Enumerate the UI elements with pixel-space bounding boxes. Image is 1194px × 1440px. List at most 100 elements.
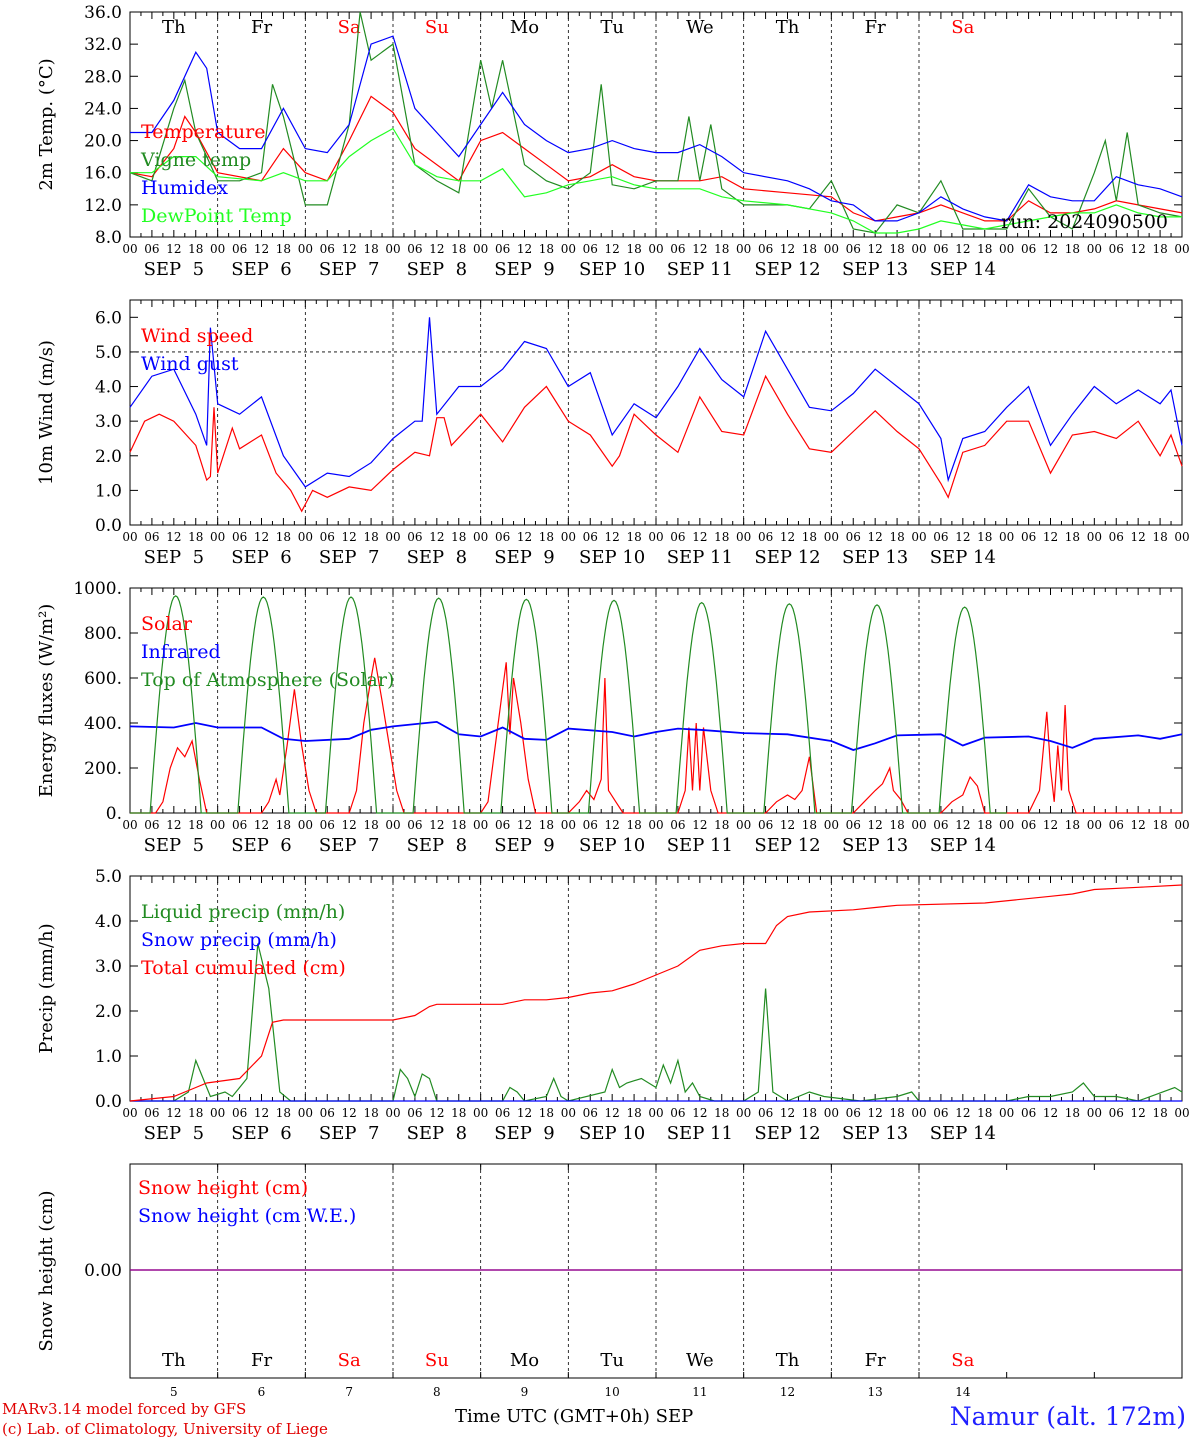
hour-tick-label: 12 [1131,1106,1146,1120]
date-label: SEP 5 [144,547,204,568]
day-name: Fr [865,17,886,38]
hour-tick-label: 00 [999,242,1014,256]
hour-tick-label: 18 [626,1106,641,1120]
y-axis-label: 10m Wind (m/s) [36,340,57,485]
hour-tick-label: 18 [451,1106,466,1120]
series-line [130,127,1182,234]
x-axis-title: Time UTC (GMT+0h) SEP [455,1406,693,1427]
run-annotation: run: 2024090500 [1001,211,1168,233]
credit-line-1: MARv3.14 model forced by GFS [2,1400,247,1418]
day-number: 8 [433,1385,441,1399]
hour-tick-label: 00 [1087,1106,1102,1120]
hour-tick-label: 12 [1043,530,1058,544]
hour-tick-label: 00 [473,818,488,832]
legend-entry: Infrared [141,641,221,663]
hour-tick-label: 18 [1152,242,1167,256]
y-tick-label: 0.00 [84,1261,122,1281]
hour-tick-label: 18 [188,1106,203,1120]
series-line [129,720,1183,751]
day-name: Tu [600,17,624,38]
series-line [129,317,1183,488]
hour-tick-label: 06 [407,530,422,544]
hour-tick-label: 00 [561,242,576,256]
hour-tick-label: 18 [1065,242,1080,256]
hour-tick-label: 06 [320,242,335,256]
hour-tick-label: 06 [232,818,247,832]
date-label: SEP 5 [144,835,204,856]
hour-tick-label: 18 [276,818,291,832]
hour-tick-label: 00 [1174,1106,1189,1120]
hour-tick-label: 00 [210,242,225,256]
hour-tick-label: 00 [473,530,488,544]
y-tick-label: 200. [84,759,122,779]
hour-tick-label: 18 [1152,530,1167,544]
series-line [129,884,1183,1102]
date-label: SEP 13 [842,1123,908,1144]
hour-tick-label: 12 [1131,818,1146,832]
day-name: Fr [251,17,272,38]
hour-tick-label: 18 [363,1106,378,1120]
hour-tick-label: 06 [583,242,598,256]
hour-tick-label: 18 [626,530,641,544]
y-tick-label: 36.0 [84,3,122,23]
hour-tick-label: 00 [911,1106,926,1120]
date-label: SEP 6 [231,835,291,856]
hour-tick-label: 00 [999,818,1014,832]
y-tick-label: 0.0 [95,516,122,536]
hour-tick-label: 00 [1087,242,1102,256]
x-axis-title-text: Time UTC (GMT+0h) [455,1406,650,1427]
y-tick-label: 800. [84,624,122,644]
y-tick-label: 5.0 [95,343,122,363]
hour-tick-label: 12 [868,1106,883,1120]
y-tick-label: 600. [84,669,122,689]
day-name: Mo [510,1350,539,1371]
hour-tick-label: 00 [473,1106,488,1120]
hour-tick-label: 06 [320,818,335,832]
hour-tick-label: 00 [824,242,839,256]
hour-tick-label: 18 [276,1106,291,1120]
hour-tick-label: 12 [868,818,883,832]
hour-tick-label: 06 [407,242,422,256]
hour-tick-label: 06 [144,818,159,832]
hour-tick-label: 00 [385,818,400,832]
date-label: SEP 12 [754,547,820,568]
day-name: Th [776,1350,800,1371]
hour-tick-label: 12 [517,1106,532,1120]
date-label: SEP 8 [407,259,467,280]
hour-tick-label: 18 [188,818,203,832]
hour-tick-label: 18 [977,818,992,832]
hour-tick-label: 12 [692,530,707,544]
date-label: SEP 14 [930,259,996,280]
hour-tick-label: 00 [210,530,225,544]
legend-entry: Temperature [141,121,265,143]
hour-tick-label: 12 [605,530,620,544]
date-label: SEP 7 [319,1123,379,1144]
legend-entry: Wind gust [141,353,239,375]
hour-tick-label: 00 [1174,818,1189,832]
legend-entry: Liquid precip (mm/h) [141,901,345,923]
date-label: SEP 9 [494,259,554,280]
date-label: SEP 7 [319,259,379,280]
y-tick-label: 2.0 [95,1002,122,1022]
hour-tick-label: 12 [429,1106,444,1120]
legend-entry: Humidex [141,177,228,199]
y-tick-label: 4.0 [95,378,122,398]
day-number: 9 [521,1385,529,1399]
day-number: 13 [868,1385,883,1399]
hour-tick-label: 00 [648,242,663,256]
hour-tick-label: 18 [977,1106,992,1120]
hour-tick-label: 06 [320,530,335,544]
panel-frame [129,299,1183,526]
x-axis-month: SEP [655,1406,694,1427]
hour-tick-label: 12 [605,818,620,832]
hour-tick-label: 18 [977,530,992,544]
date-label: SEP 10 [579,835,645,856]
hour-tick-label: 12 [254,818,269,832]
hour-tick-label: 12 [1131,242,1146,256]
date-label: SEP 6 [231,1123,291,1144]
hour-tick-label: 00 [999,530,1014,544]
hour-tick-label: 18 [714,530,729,544]
hour-tick-label: 06 [758,530,773,544]
y-tick-label: 32.0 [84,35,122,55]
hour-tick-label: 18 [977,242,992,256]
